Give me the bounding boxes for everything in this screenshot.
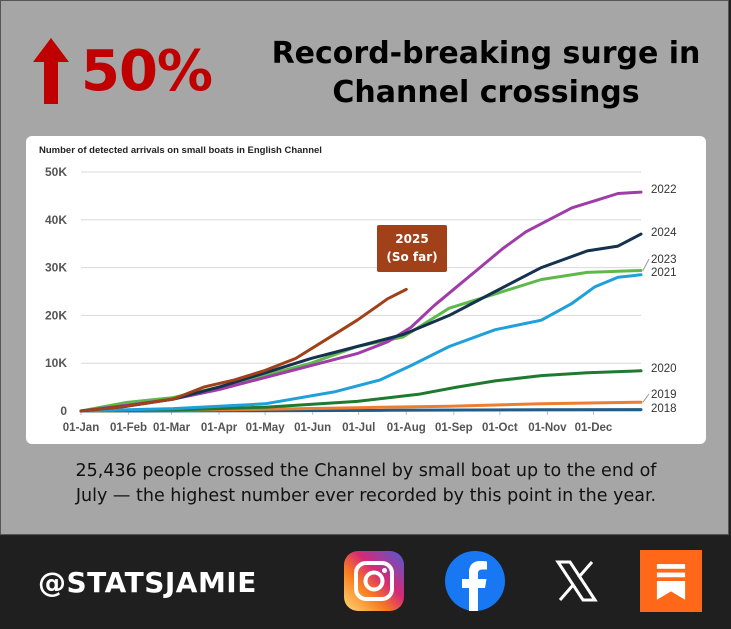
instagram-icon[interactable] (343, 550, 405, 612)
series-line-2022 (79, 190, 643, 413)
annotation-line-1: 2025 (395, 232, 428, 246)
series-line-2021 (79, 273, 643, 413)
x-tick-label: 01-Apr (201, 422, 238, 434)
series-label-2021: 2021 (651, 267, 677, 279)
x-tick-label: 01-Aug (387, 422, 426, 434)
series-label-2022: 2022 (651, 184, 677, 196)
footer-bar: @STATSJAMIE (0, 536, 731, 629)
x-tick-label: 01-May (246, 422, 286, 434)
series-label-2023: 2023 (651, 254, 677, 266)
x-tick-label: 01-Jun (294, 422, 331, 434)
y-tick-label: 50K (45, 165, 67, 179)
x-tick-label: 01-Feb (110, 422, 147, 434)
series-label-leader (642, 393, 650, 403)
headline-percent: 50% (31, 31, 213, 111)
x-tick-label: 01-Jan (63, 422, 99, 434)
x-tick-label: 01-Oct (482, 422, 518, 434)
facebook-icon[interactable] (444, 550, 506, 612)
caption-line-2: July — the highest number ever recorded … (75, 486, 657, 506)
top-panel: 50% Record-breaking surge in Channel cro… (0, 0, 729, 535)
annotation-box (377, 225, 447, 272)
y-tick-label: 0 (60, 404, 67, 418)
annotation-2025: 2025 (So far) (377, 225, 447, 272)
y-tick-label: 10K (45, 356, 67, 370)
chart-card: Number of detected arrivals on small boa… (26, 136, 706, 444)
caption-line-1: 25,436 people crossed the Channel by sma… (75, 461, 657, 481)
series-label-2019: 2019 (651, 389, 677, 401)
series-line-2020 (79, 369, 643, 413)
up-arrow-icon (33, 38, 69, 104)
x-icon[interactable] (545, 550, 607, 612)
series-line-2025 (79, 287, 408, 413)
social-handle[interactable]: @STATSJAMIE (38, 566, 257, 599)
y-tick-label: 40K (45, 213, 67, 227)
x-tick-label: 01-Nov (528, 422, 567, 434)
series-line-2023 (79, 269, 643, 413)
x-tick-label: 01-Jul (342, 422, 375, 434)
series-label-leader (642, 258, 650, 271)
title-line-2: Channel crossings (332, 75, 640, 110)
x-tick-label: 01-Dec (575, 422, 613, 434)
substack-icon[interactable] (640, 550, 702, 612)
percent-value: 50% (81, 38, 213, 104)
line-chart: Number of detected arrivals on small boa… (39, 145, 677, 434)
y-tick-label: 20K (45, 308, 67, 322)
series-label-2018: 2018 (651, 403, 677, 415)
annotation-line-2: (So far) (386, 250, 437, 264)
title-line-1: Record-breaking surge in (271, 36, 701, 71)
x-tick-label: 01-Mar (153, 422, 191, 434)
series-label-2020: 2020 (651, 363, 677, 375)
chart-title: Number of detected arrivals on small boa… (39, 145, 322, 156)
page-title: Record-breaking surge in Channel crossin… (251, 34, 721, 112)
series-label-2024: 2024 (651, 227, 677, 239)
y-tick-label: 30K (45, 261, 67, 275)
caption: 25,436 people crossed the Channel by sma… (21, 459, 711, 509)
x-tick-label: 01-Sep (435, 422, 473, 434)
